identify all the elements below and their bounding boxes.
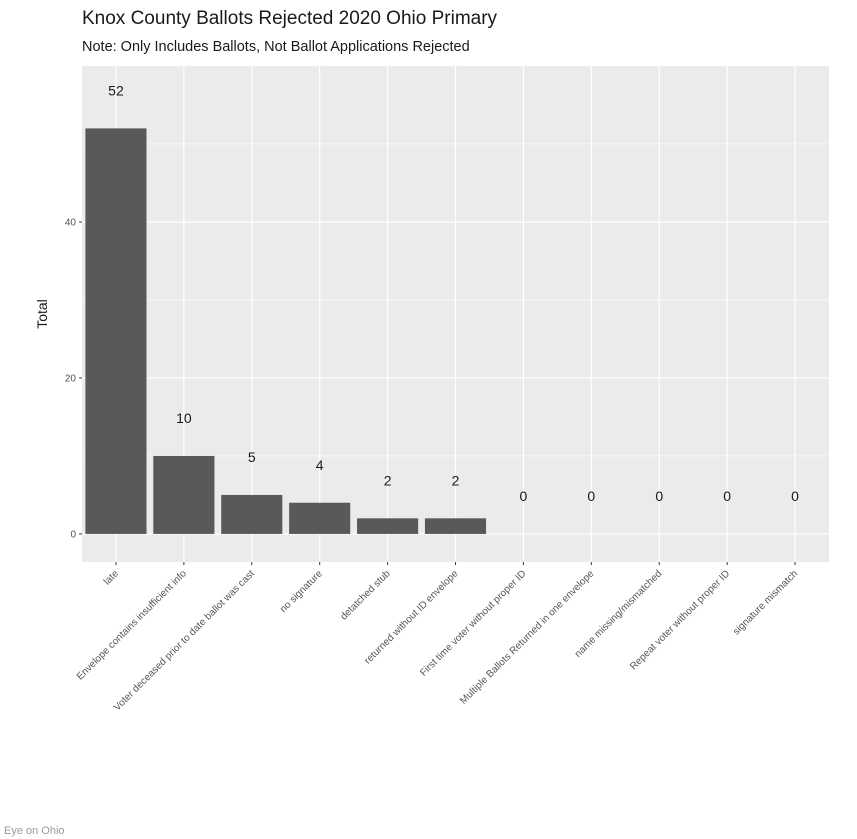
bar [424,518,487,534]
bars [85,128,487,534]
x-tick-label: Multiple Ballots Returned in one envelop… [458,568,597,707]
chart-subtitle: Note: Only Includes Ballots, Not Ballot … [82,39,470,55]
x-tick-label: Envelope contains insufficient info [75,568,189,682]
data-label: 52 [108,83,124,99]
data-label: 10 [176,410,192,426]
y-tick-label: 40 [65,217,77,228]
data-label: 0 [723,488,731,504]
x-tick-label: late [102,568,121,587]
y-tick-label: 0 [70,529,76,540]
data-label: 5 [248,449,256,465]
data-label: 4 [316,457,324,473]
bar [357,518,419,534]
y-axis-title: Total [34,299,50,329]
data-label: 0 [587,488,595,504]
data-label: 2 [384,473,392,489]
x-tick-label: Voter deceased prior to date ballot was … [112,568,257,713]
credit-text: Eye on Ohio [4,825,65,837]
data-label: 2 [452,473,460,489]
bar [221,494,283,534]
bar [289,502,351,534]
x-tick-label: signature mismatch [731,568,800,637]
y-tick-label: 20 [65,373,77,384]
data-label: 0 [520,488,528,504]
data-label: 0 [791,488,799,504]
y-axis: 0 20 40 [65,217,82,540]
bar [153,455,215,534]
x-tick-label: First time voter without proper ID [418,568,528,678]
x-tick-label: no signature [278,568,325,615]
bar [85,128,147,534]
data-labels: 52 10 5 4 2 2 0 0 0 0 0 [108,83,799,505]
chart-title: Knox County Ballots Rejected 2020 Ohio P… [82,8,498,29]
x-tick-label: detatched stub [339,568,393,622]
data-label: 0 [655,488,663,504]
